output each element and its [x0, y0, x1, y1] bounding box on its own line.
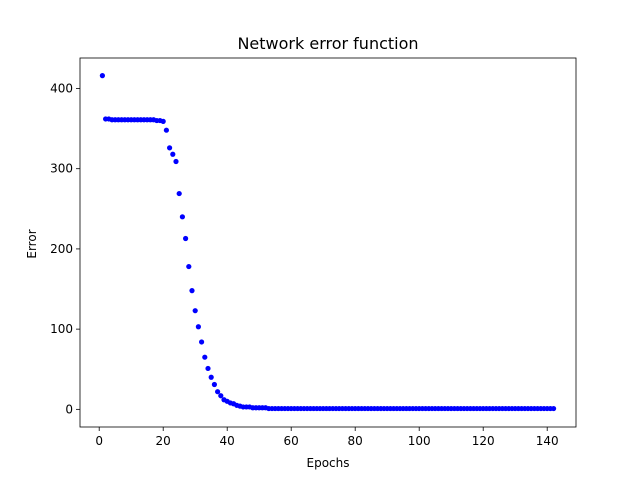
data-point	[215, 389, 221, 395]
data-point	[176, 190, 182, 197]
data-point	[551, 405, 557, 412]
data-point	[218, 393, 224, 399]
data-point	[179, 214, 185, 220]
data-point	[205, 365, 211, 372]
x-tick-label: 120	[472, 434, 495, 448]
x-axis-label: Epochs	[307, 456, 350, 470]
data-point	[189, 288, 195, 294]
chart-title: Network error function	[237, 34, 418, 53]
data-point	[167, 145, 173, 151]
data-point	[208, 374, 214, 380]
data-point	[199, 339, 205, 345]
plot-frame	[79, 57, 577, 428]
x-tick-label: 60	[284, 434, 299, 448]
data-point	[192, 308, 198, 314]
data-point	[160, 118, 166, 124]
x-tick-label: 100	[408, 434, 431, 448]
x-tick-label: 40	[220, 434, 235, 448]
y-axis-label: Error	[25, 229, 39, 258]
y-tick-label: 400	[50, 81, 73, 95]
data-points	[99, 73, 557, 412]
data-point	[99, 73, 105, 79]
y-tick-label: 0	[65, 402, 73, 416]
x-tick-label: 80	[348, 434, 363, 448]
data-point	[173, 158, 179, 165]
x-tick-label: 20	[156, 434, 171, 448]
axis-ticks: 0 20 40 60 80 100 120 140 0 100 200 300 400	[50, 81, 559, 448]
data-point	[211, 381, 217, 388]
x-tick-label: 140	[536, 434, 559, 448]
data-point	[186, 263, 192, 270]
y-tick-label: 200	[50, 242, 73, 256]
y-tick-label: 100	[50, 322, 73, 336]
data-point	[195, 324, 201, 330]
data-point	[183, 235, 189, 242]
data-point	[163, 127, 169, 133]
data-point	[170, 151, 176, 157]
data-point	[202, 354, 208, 360]
y-tick-label: 300	[50, 162, 73, 176]
x-tick-label: 0	[95, 434, 103, 448]
